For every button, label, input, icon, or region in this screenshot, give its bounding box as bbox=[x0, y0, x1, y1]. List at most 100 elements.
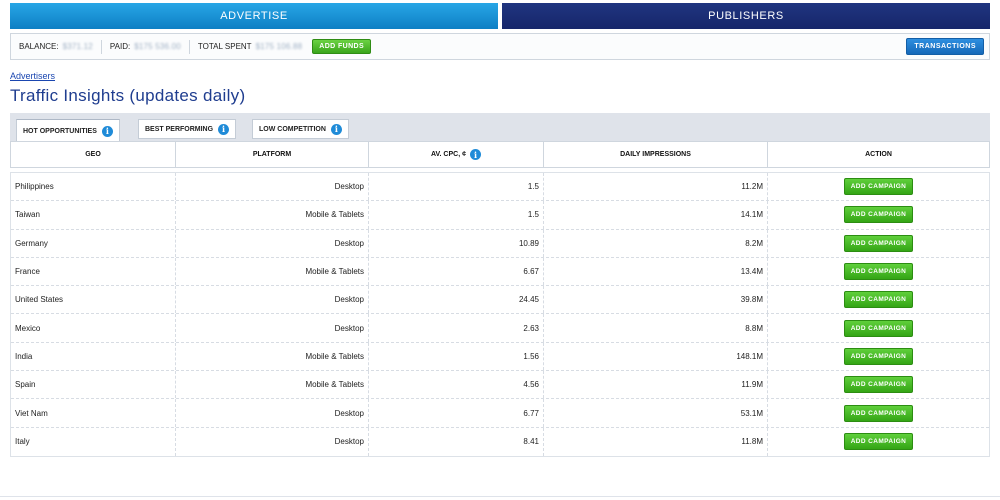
header-cpc-label: AV. CPC, ¢ bbox=[430, 151, 466, 158]
cell-platform: Desktop bbox=[176, 173, 369, 201]
total-spent-label: TOTAL SPENT bbox=[197, 42, 252, 51]
header-action: ACTION bbox=[768, 142, 989, 167]
traffic-table: GEO PLATFORM AV. CPC, ¢ i DAILY IMPRESSI… bbox=[10, 141, 990, 457]
cell-geo: Philippines bbox=[11, 173, 176, 201]
cell-impressions: 8.8M bbox=[544, 314, 768, 342]
cell-impressions: 13.4M bbox=[544, 257, 768, 286]
paid-label: PAID: bbox=[109, 42, 131, 51]
tab-best-performing-label: BEST PERFORMING bbox=[145, 125, 214, 133]
header-impressions-label: DAILY IMPRESSIONS bbox=[620, 151, 691, 158]
cell-cpc: 6.77 bbox=[369, 399, 544, 427]
add-campaign-button[interactable]: ADD CAMPAIGN bbox=[843, 404, 914, 422]
table-row: United States Desktop 24.45 39.8M ADD CAMPAI… bbox=[11, 286, 989, 315]
cell-action: ADD CAMPAIGN bbox=[768, 286, 989, 313]
table-row: Italy Desktop 8.41 11.8M ADD CAMPAIGN bbox=[11, 427, 989, 456]
total-spent-value: $175 106.88 bbox=[255, 42, 303, 51]
table-row: Spain Mobile & Tablets 4.56 11.9M ADD CAMPAI… bbox=[11, 371, 989, 400]
table-row: Germany Desktop 10.89 8.2M ADD CAMPAIGN bbox=[11, 229, 989, 258]
add-campaign-button[interactable]: ADD CAMPAIGN bbox=[843, 291, 914, 309]
header-geo: GEO bbox=[11, 142, 176, 167]
table-row: Philippines Desktop 1.5 11.2M ADD CAMPAIGN bbox=[11, 173, 989, 202]
header-platform: PLATFORM bbox=[176, 142, 369, 167]
cell-action: ADD CAMPAIGN bbox=[768, 343, 989, 370]
add-funds-button[interactable]: ADD FUNDS bbox=[312, 39, 372, 54]
header-platform-label: PLATFORM bbox=[252, 151, 292, 158]
cell-cpc: 1.56 bbox=[369, 342, 544, 371]
add-campaign-button[interactable]: ADD CAMPAIGN bbox=[843, 178, 914, 196]
cell-geo: Viet Nam bbox=[11, 399, 176, 427]
cell-platform: Desktop bbox=[176, 314, 369, 342]
cell-cpc: 10.89 bbox=[369, 229, 544, 257]
cell-impressions: 8.2M bbox=[544, 229, 768, 257]
info-icon[interactable]: i bbox=[218, 123, 230, 135]
cell-geo: Spain bbox=[11, 371, 176, 399]
cell-cpc: 1.5 bbox=[369, 201, 544, 229]
add-campaign-button[interactable]: ADD CAMPAIGN bbox=[843, 433, 914, 451]
cell-action: ADD CAMPAIGN bbox=[768, 258, 989, 285]
top-nav: ADVERTISE PUBLISHERS bbox=[10, 3, 990, 29]
cell-action: ADD CAMPAIGN bbox=[768, 399, 989, 426]
cell-impressions: 148.1M bbox=[544, 342, 768, 371]
cell-cpc: 24.45 bbox=[369, 286, 544, 314]
add-campaign-button[interactable]: ADD CAMPAIGN bbox=[843, 319, 914, 337]
header-geo-label: GEO bbox=[85, 151, 101, 158]
cell-cpc: 6.67 bbox=[369, 257, 544, 286]
transactions-button[interactable]: TRANSACTIONS bbox=[906, 38, 984, 55]
tab-hot-opportunities-label: HOT OPPORTUNITIES bbox=[23, 127, 97, 135]
cell-geo: Taiwan bbox=[11, 201, 176, 229]
cell-cpc: 2.63 bbox=[369, 314, 544, 342]
add-campaign-button[interactable]: ADD CAMPAIGN bbox=[843, 347, 914, 365]
table-row: Mexico Desktop 2.63 8.8M ADD CAMPAIGN bbox=[11, 314, 989, 343]
tab-low-competition[interactable]: LOW COMPETITION i bbox=[252, 119, 349, 139]
cell-impressions: 39.8M bbox=[544, 286, 768, 314]
table-row: Taiwan Mobile & Tablets 1.5 14.1M ADD CAMPAI… bbox=[11, 201, 989, 230]
add-campaign-button[interactable]: ADD CAMPAIGN bbox=[843, 376, 914, 394]
cell-impressions: 14.1M bbox=[544, 201, 768, 229]
tab-best-performing[interactable]: BEST PERFORMING i bbox=[138, 119, 237, 139]
balance-label: BALANCE: bbox=[19, 42, 59, 51]
cell-platform: Desktop bbox=[176, 229, 369, 257]
cell-geo: Italy bbox=[11, 427, 176, 456]
header-impressions: DAILY IMPRESSIONS bbox=[544, 142, 768, 167]
cell-cpc: 8.41 bbox=[369, 427, 544, 456]
info-icon[interactable]: i bbox=[330, 123, 342, 135]
cell-action: ADD CAMPAIGN bbox=[768, 201, 989, 228]
breadcrumb[interactable]: Advertisers bbox=[10, 71, 56, 81]
tab-publishers[interactable]: PUBLISHERS bbox=[502, 3, 990, 29]
footer-divider bbox=[0, 496, 1000, 497]
info-icon[interactable]: i bbox=[101, 125, 113, 137]
balance-item: BALANCE: $371.12 bbox=[19, 39, 102, 54]
add-campaign-button[interactable]: ADD CAMPAIGN bbox=[843, 263, 914, 281]
cell-geo: Germany bbox=[11, 229, 176, 257]
table-body: Philippines Desktop 1.5 11.2M ADD CAMPAIGN Ta… bbox=[10, 172, 990, 457]
balance-bar: BALANCE: $371.12 PAID: $175 536.00 TOTAL… bbox=[10, 33, 990, 60]
cell-impressions: 11.9M bbox=[544, 371, 768, 399]
cell-geo: India bbox=[11, 342, 176, 371]
add-campaign-button[interactable]: ADD CAMPAIGN bbox=[843, 234, 914, 252]
cell-impressions: 11.8M bbox=[544, 427, 768, 456]
cell-action: ADD CAMPAIGN bbox=[768, 314, 989, 341]
header-cpc: AV. CPC, ¢ i bbox=[369, 142, 544, 167]
cell-action: ADD CAMPAIGN bbox=[768, 230, 989, 257]
balance-value: $371.12 bbox=[62, 42, 93, 51]
cell-platform: Desktop bbox=[176, 399, 369, 427]
page-title: Traffic Insights (updates daily) bbox=[10, 86, 246, 105]
info-icon[interactable]: i bbox=[470, 149, 481, 160]
cell-platform: Mobile & Tablets bbox=[176, 342, 369, 371]
tab-low-competition-label: LOW COMPETITION bbox=[259, 125, 326, 133]
tab-advertise[interactable]: ADVERTISE bbox=[10, 3, 498, 29]
cell-platform: Desktop bbox=[176, 286, 369, 314]
tab-hot-opportunities[interactable]: HOT OPPORTUNITIES i bbox=[16, 119, 120, 142]
cell-platform: Desktop bbox=[176, 427, 369, 456]
total-spent-item: TOTAL SPENT $175 106.88 bbox=[198, 40, 310, 54]
cell-platform: Mobile & Tablets bbox=[176, 201, 369, 229]
cell-action: ADD CAMPAIGN bbox=[768, 428, 989, 456]
cell-platform: Mobile & Tablets bbox=[176, 257, 369, 286]
header-action-label: ACTION bbox=[865, 151, 892, 158]
cell-action: ADD CAMPAIGN bbox=[768, 371, 989, 398]
add-campaign-button[interactable]: ADD CAMPAIGN bbox=[843, 206, 914, 224]
cell-cpc: 1.5 bbox=[369, 173, 544, 201]
paid-item: PAID: $175 536.00 bbox=[109, 39, 190, 54]
cell-geo: United States bbox=[11, 286, 176, 314]
cell-platform: Mobile & Tablets bbox=[176, 371, 369, 399]
